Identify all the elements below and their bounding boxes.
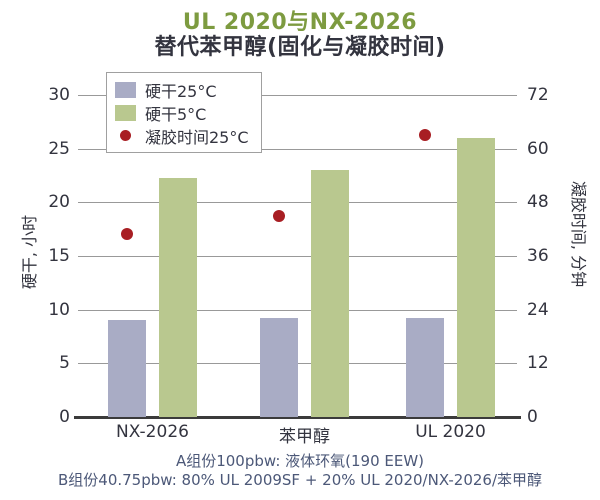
legend-swatch-icon — [115, 104, 136, 121]
left-tick-label: 5 — [59, 353, 70, 374]
chart-title: UL 2020与NX-2026 — [182, 10, 418, 35]
bar-硬干25°C-NX-2026 — [108, 320, 146, 417]
legend: 硬干25°C 硬干5°C 凝胶时间25°C — [106, 72, 262, 153]
left-tick-label: 15 — [48, 246, 70, 266]
right-tick-label: 72 — [527, 85, 549, 105]
gel-time-dot-NX-2026 — [121, 227, 133, 240]
bar-硬干5°C-苯甲醇 — [311, 170, 349, 417]
gel-time-dot-UL 2020 — [419, 129, 431, 142]
bar-硬干5°C-NX-2026 — [159, 177, 197, 417]
category-label-UL 2020: UL 2020 — [415, 422, 486, 442]
legend-item: 凝胶时间25°C — [115, 124, 249, 147]
gridline — [78, 309, 517, 311]
left-tick-label: 25 — [48, 138, 70, 159]
legend-label: 硬干5°C — [145, 104, 207, 124]
left-tick-label: 30 — [48, 85, 70, 105]
legend-label: 硬干25°C — [145, 81, 217, 101]
gridline — [78, 95, 517, 96]
right-tick-label: 48 — [527, 192, 549, 213]
plot-area — [74, 95, 521, 419]
category-label-苯甲醇: 苯甲醇 — [279, 427, 330, 447]
legend-dot-icon — [120, 130, 131, 141]
gridline — [78, 148, 517, 150]
footnote-line-2: B组份40.75pbw: 80% UL 2009SF + 20% UL 2020… — [57, 471, 542, 489]
left-tick-label: 20 — [48, 192, 70, 213]
chart-subtitle: 替代苯甲醇(固化与凝胶时间) — [154, 35, 446, 60]
legend-item: 硬干5°C — [115, 101, 249, 124]
legend-item: 硬干25°C — [115, 78, 249, 101]
bar-硬干25°C-苯甲醇 — [260, 318, 298, 417]
left-tick-label: 0 — [59, 407, 70, 427]
bar-硬干25°C-UL 2020 — [406, 318, 444, 417]
right-tick-label: 0 — [527, 407, 538, 427]
right-tick-label: 24 — [527, 299, 549, 320]
gel-time-dot-苯甲醇 — [273, 209, 285, 222]
category-label-NX-2026: NX-2026 — [116, 422, 189, 442]
x-axis-line — [74, 416, 521, 419]
gridline — [78, 256, 517, 257]
left-tick-label: 10 — [48, 299, 70, 320]
right-tick-label: 60 — [527, 138, 549, 159]
gridline — [78, 202, 517, 204]
right-axis-label: 凝胶时间, 分钟 — [569, 180, 588, 288]
footnote-line-1: A组份100pbw: 液体环氧(190 EEW) — [175, 452, 425, 470]
legend-swatch-icon — [115, 81, 136, 98]
right-tick-label: 36 — [527, 246, 549, 266]
legend-label: 凝胶时间25°C — [145, 127, 249, 147]
bar-硬干5°C-UL 2020 — [457, 137, 495, 417]
right-tick-label: 12 — [527, 353, 549, 374]
